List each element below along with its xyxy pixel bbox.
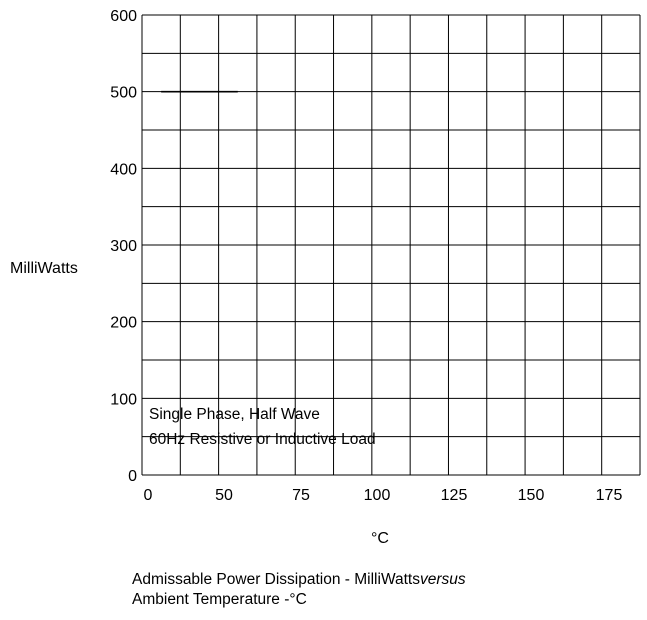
y-tick-label: 300: [110, 238, 137, 255]
chart-grid: [141, 14, 641, 476]
caption-line-1: Admissable Power Dissipation - MilliWatt…: [132, 570, 466, 590]
x-axis-label: °C: [371, 530, 389, 547]
annotation-line: Single Phase, Half Wave: [149, 406, 320, 423]
x-tick-label: 50: [215, 487, 233, 504]
annotation-line: 60Hz Resistive or Inductive Load: [149, 431, 376, 448]
y-tick-labels: 0 100 200 300 400 500 600: [110, 8, 137, 485]
x-tick-label: 100: [364, 487, 391, 504]
x-tick-label: 125: [441, 487, 468, 504]
y-axis-label: MilliWatts: [10, 260, 78, 277]
caption-versus: versus: [419, 571, 466, 588]
y-tick-label: 500: [110, 85, 137, 102]
y-tick-label: 0: [128, 468, 137, 485]
x-tick-label: 0: [144, 487, 153, 504]
x-tick-label: 175: [596, 487, 623, 504]
x-tick-labels: 0 50 75 100 125 150 175: [144, 487, 623, 504]
caption-line-2: Ambient Temperature -°C: [132, 591, 307, 608]
y-tick-label: 200: [110, 315, 137, 332]
chart-annotation: Single Phase, Half Wave 60Hz Resistive or…: [149, 406, 376, 448]
y-tick-label: 100: [110, 391, 137, 408]
x-tick-label: 150: [518, 487, 545, 504]
x-tick-label: 75: [292, 487, 310, 504]
caption-line-1-prefix: Admissable Power Dissipation - MilliWatt…: [132, 571, 420, 588]
y-tick-label: 600: [110, 8, 137, 25]
chart-caption: Admissable Power Dissipation - MilliWatt…: [132, 570, 466, 610]
y-tick-label: 400: [110, 161, 137, 178]
